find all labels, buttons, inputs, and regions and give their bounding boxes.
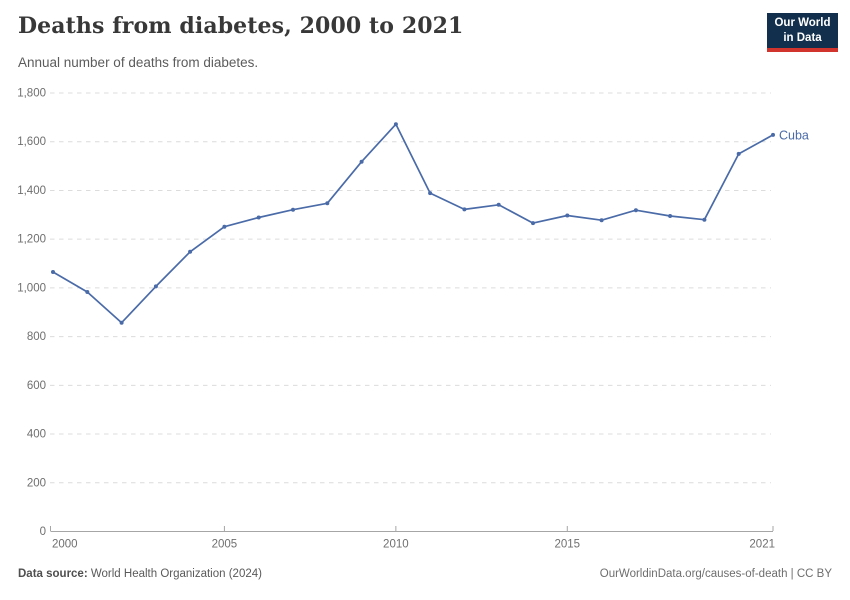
x-tick-label: 2010 bbox=[383, 539, 409, 551]
x-tick-label: 2000 bbox=[52, 539, 78, 551]
data-point[interactable] bbox=[668, 214, 673, 218]
data-point[interactable] bbox=[428, 191, 433, 196]
data-point[interactable] bbox=[119, 320, 124, 325]
owid-logo-line2: in Data bbox=[783, 31, 822, 44]
y-tick-label: 600 bbox=[27, 380, 46, 392]
data-point[interactable] bbox=[633, 208, 638, 213]
data-point[interactable] bbox=[222, 224, 227, 229]
data-point[interactable] bbox=[359, 159, 364, 164]
data-point[interactable] bbox=[565, 213, 570, 218]
series-line-cuba[interactable] bbox=[52, 123, 774, 324]
chart-subtitle: Annual number of deaths from diabetes. bbox=[18, 55, 259, 70]
y-tick-label: 1,400 bbox=[17, 185, 46, 197]
y-tick-label: 1,200 bbox=[17, 234, 46, 246]
owid-logo[interactable]: Our World in Data bbox=[767, 13, 838, 52]
x-tick-label: 2015 bbox=[554, 539, 580, 551]
y-tick-label: 400 bbox=[27, 429, 46, 441]
data-point[interactable] bbox=[153, 284, 158, 289]
line-chart[interactable]: 0 200 400 600 800 1,000 1,200 1,400 1,600 1,800 20… bbox=[0, 80, 850, 560]
y-tick-label: 200 bbox=[27, 477, 46, 489]
license-text[interactable]: OurWorldinData.org/causes-of-death | CC … bbox=[599, 568, 832, 580]
y-tick-label: 0 bbox=[40, 526, 46, 538]
y-tick-label: 800 bbox=[27, 331, 46, 343]
data-point[interactable] bbox=[771, 132, 775, 137]
data-point[interactable] bbox=[736, 151, 741, 156]
series-label-cuba[interactable]: Cuba bbox=[779, 128, 809, 142]
x-tick-label: 2021 bbox=[749, 539, 775, 551]
data-point[interactable] bbox=[51, 270, 55, 274]
data-point[interactable] bbox=[291, 207, 295, 212]
data-point[interactable] bbox=[188, 249, 193, 254]
data-point[interactable] bbox=[462, 207, 467, 212]
y-tick-label: 1,600 bbox=[17, 136, 46, 148]
data-point[interactable] bbox=[393, 122, 398, 127]
data-point[interactable] bbox=[85, 290, 90, 294]
data-source-label: Data source: bbox=[18, 568, 88, 580]
data-source-text: Data source: World Health Organization (… bbox=[18, 568, 262, 580]
x-tick-label: 2005 bbox=[212, 539, 238, 551]
owid-logo-line1: Our World bbox=[774, 17, 831, 30]
data-point[interactable] bbox=[702, 217, 707, 222]
chart-footer: Data source: World Health Organization (… bbox=[18, 568, 832, 580]
data-point[interactable] bbox=[496, 202, 501, 207]
data-point[interactable] bbox=[599, 218, 604, 223]
y-tick-label: 1,800 bbox=[17, 88, 46, 100]
chart-title: Deaths from diabetes, 2000 to 2021 bbox=[18, 13, 464, 39]
data-point[interactable] bbox=[531, 221, 535, 226]
data-source-value: World Health Organization (2024) bbox=[87, 568, 262, 580]
data-point[interactable] bbox=[256, 215, 261, 220]
y-tick-label: 1,000 bbox=[17, 282, 46, 294]
data-point[interactable] bbox=[325, 201, 330, 206]
